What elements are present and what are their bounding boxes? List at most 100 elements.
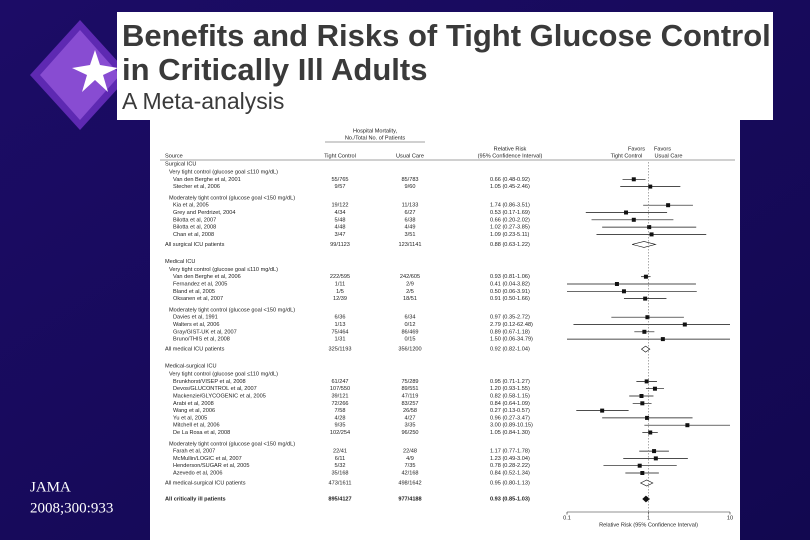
tight-count: 473/1611 <box>329 480 352 486</box>
subgroup-heading: Moderately tight control (glucose goal <… <box>169 307 295 313</box>
study-label: Chan et al, 2008 <box>173 232 214 238</box>
usual-count: 2/9 <box>406 281 414 287</box>
column-header: Favors <box>628 146 645 152</box>
point-estimate <box>653 456 658 461</box>
subgroup-heading: Very tight control (glucose goal ≤110 mg… <box>169 372 278 378</box>
group-heading: Medical-surgical ICU <box>165 364 217 370</box>
column-header: Tight Control <box>611 153 643 159</box>
rr-label: 1.17 (0.77-1.78) <box>490 449 530 455</box>
tight-count: 6/36 <box>335 315 346 321</box>
tight-count: 5/32 <box>335 463 346 469</box>
rr-label: 1.09 (0.23-5.11) <box>490 232 530 238</box>
usual-count: 85/783 <box>401 177 418 183</box>
study-label: Fernandez et al, 2005 <box>173 281 227 287</box>
citation: JAMA <box>30 479 71 495</box>
usual-count: 4/49 <box>405 225 416 231</box>
usual-count: 242/605 <box>400 274 420 280</box>
study-label: Wang et al, 2006 <box>173 408 215 414</box>
tight-count: 895/4127 <box>328 496 351 502</box>
tight-count: 12/39 <box>333 296 347 302</box>
tight-count: 4/28 <box>335 415 346 421</box>
usual-count: 11/133 <box>402 203 419 209</box>
point-estimate <box>614 282 619 286</box>
rr-label: 0.27 (0.13-0.57) <box>490 408 530 414</box>
rr-label: 0.66 (0.20-2.02) <box>490 217 530 223</box>
study-label: Van den Berghe et al, 2006 <box>173 274 241 280</box>
point-estimate <box>645 415 650 420</box>
tight-count: 1/13 <box>335 322 346 328</box>
point-estimate <box>685 423 690 428</box>
pooled-diamond <box>632 241 657 248</box>
study-label: Kia et al, 2005 <box>173 203 209 209</box>
study-label: Brunkhorst/VISEP et al, 2008 <box>173 379 246 385</box>
usual-count: 18/51 <box>403 296 417 302</box>
point-estimate <box>642 329 647 334</box>
usual-count: 356/1200 <box>398 347 421 353</box>
study-label: Devos/GLUCONTROL et al, 2007 <box>173 386 257 392</box>
x-tick-label: 0.1 <box>563 515 571 521</box>
rr-label: 0.84 (0.52-1.34) <box>490 470 530 476</box>
pooled-label: All surgical ICU patients <box>165 242 225 248</box>
rr-label: 1.23 (0.49-3.04) <box>490 456 530 462</box>
pooled-diamond <box>640 345 651 353</box>
usual-count: 123/1141 <box>399 242 422 248</box>
point-estimate <box>649 232 654 237</box>
rr-label: 0.91 (0.50-1.66) <box>490 296 530 302</box>
usual-count: 7/35 <box>405 463 416 469</box>
tight-count: 75/464 <box>331 329 348 335</box>
point-estimate <box>647 225 652 230</box>
rr-label: 1.74 (0.86-3.51) <box>490 203 530 209</box>
usual-count: 6/38 <box>405 217 416 223</box>
usual-count: 977/4188 <box>398 496 421 502</box>
title-line: in Critically Ill Adults <box>122 52 427 87</box>
x-tick-label: 10 <box>727 515 733 521</box>
study-label: Walters et al, 2006 <box>173 322 219 328</box>
study-label: Bilotta et al, 2007 <box>173 217 216 223</box>
column-header: Source <box>165 153 183 159</box>
rr-label: 0.96 (0.27-3.47) <box>490 415 530 421</box>
point-estimate <box>682 322 687 327</box>
column-header: Tight Control <box>324 153 356 159</box>
column-header: Relative Risk <box>494 146 527 152</box>
study-label: De La Rosa et al, 2008 <box>173 430 230 436</box>
point-estimate <box>640 401 645 406</box>
tight-count: 61/247 <box>331 379 348 385</box>
column-header: Hospital Mortality, <box>353 128 397 134</box>
point-estimate <box>660 337 665 342</box>
point-estimate <box>648 184 653 189</box>
tight-count: 4/34 <box>335 210 346 216</box>
tight-count: 1/5 <box>336 289 344 295</box>
plot-panel <box>150 120 740 540</box>
rr-label: 1.20 (0.93-1.55) <box>490 386 530 392</box>
study-label: Bilotta et al, 2008 <box>173 225 216 231</box>
column-header: Usual Care <box>396 153 424 159</box>
point-estimate <box>637 463 642 468</box>
usual-count: 4/27 <box>405 415 416 421</box>
study-label: Davies et al, 1991 <box>173 315 218 321</box>
study-label: Van den Berghe et al, 2001 <box>173 177 241 183</box>
study-label: Azevedo et al, 2006 <box>173 470 222 476</box>
rr-label: 0.95 (0.80-1.13) <box>490 480 530 486</box>
column-header: (95% Confidence Interval) <box>478 153 543 159</box>
tight-count: 102/254 <box>330 430 350 436</box>
point-estimate <box>639 394 644 398</box>
tight-count: 5/48 <box>335 217 346 223</box>
study-label: Grey and Perdrizet, 2004 <box>173 210 236 216</box>
rr-label: 0.50 (0.06-3.91) <box>490 289 530 295</box>
plot-area <box>567 177 730 503</box>
tight-count: 9/35 <box>335 423 346 429</box>
tight-count: 325/1193 <box>329 347 352 353</box>
point-estimate <box>666 203 671 208</box>
citation: 2008;300:933 <box>30 500 113 516</box>
subtitle: A Meta-analysis <box>122 88 284 114</box>
tight-count: 72/266 <box>331 401 348 407</box>
usual-count: 96/250 <box>401 430 418 436</box>
usual-count: 42/168 <box>401 470 418 476</box>
point-estimate <box>644 379 649 384</box>
point-estimate <box>640 471 645 475</box>
subgroup-heading: Very tight control (glucose goal ≤110 mg… <box>169 267 278 273</box>
tight-count: 7/58 <box>335 408 346 414</box>
pooled-diamond <box>639 479 654 487</box>
point-estimate <box>621 289 626 294</box>
